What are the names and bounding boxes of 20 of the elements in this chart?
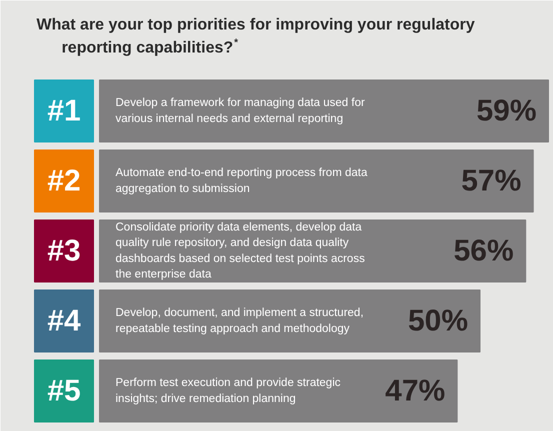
bar <box>99 150 534 212</box>
y-tick-label: Automate end-to-end reporting process from data aggregation to submission <box>116 167 368 195</box>
text: #1 <box>47 94 81 128</box>
text: #4 <box>47 304 81 338</box>
chart-title: What are your top priorities for improving your regulatory reporting capabilities?* <box>36 16 475 57</box>
bar <box>99 360 458 422</box>
y-tick-label: Develop a framework for managing data used for various internal needs and external reporting <box>116 97 365 125</box>
y-tick-label: Perform test execution and provide strategic insights; drive remediation planning <box>116 377 341 405</box>
text: #3 <box>47 234 81 268</box>
data-label: 57% <box>461 164 522 198</box>
data-label: 47% <box>385 374 446 408</box>
text: #2 <box>47 164 81 198</box>
data-label: 59% <box>476 94 537 128</box>
bar <box>99 80 549 142</box>
data-label: 50% <box>408 304 468 338</box>
y-tick-label: Develop, document, and implement a structured, repeatable testing approach and methodology <box>116 307 364 335</box>
text: #5 <box>47 374 81 408</box>
data-label: 56% <box>454 234 514 268</box>
y-tick-label: Consolidate priority data elements, develop data quality rule repository, and design data quality dashboards based on selected test points across the enterprise data <box>116 222 366 280</box>
bar <box>99 290 481 352</box>
